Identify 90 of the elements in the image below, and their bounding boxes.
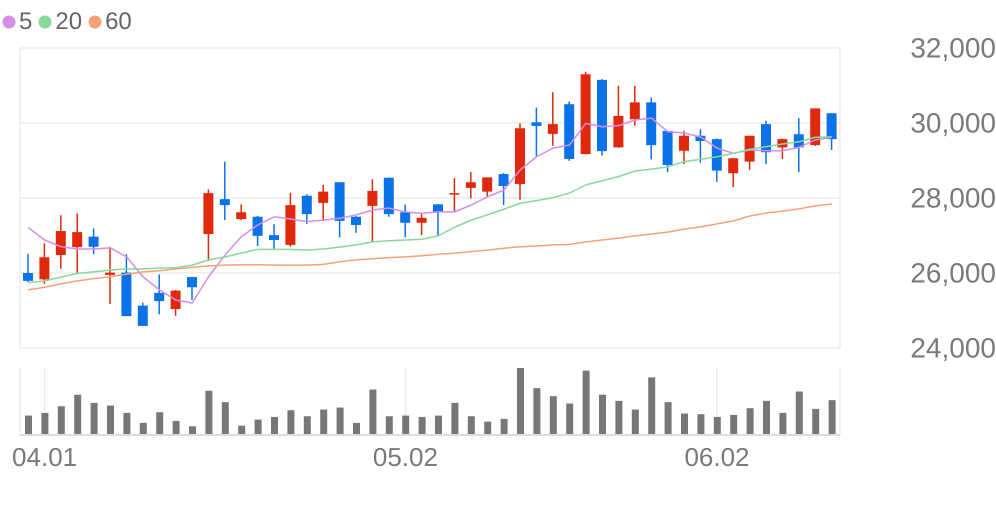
bar — [517, 368, 524, 435]
bar — [533, 388, 540, 435]
bar — [779, 412, 786, 435]
bar — [714, 416, 721, 435]
candlestick — [154, 274, 164, 315]
candlestick — [728, 157, 738, 188]
candlestick — [72, 212, 82, 274]
bar — [304, 416, 311, 435]
candlestick — [302, 194, 312, 225]
candlestick — [105, 246, 115, 305]
legend-label: 20 — [55, 8, 82, 36]
bar — [632, 410, 639, 435]
legend-label: 5 — [19, 8, 32, 36]
bar — [353, 422, 360, 435]
bar — [418, 416, 426, 435]
candlestick — [220, 160, 230, 221]
bar — [254, 420, 262, 435]
candlestick — [318, 184, 328, 221]
candlestick — [367, 178, 378, 244]
legend-label: 60 — [105, 8, 132, 36]
bar — [582, 370, 590, 435]
candlestick — [138, 302, 148, 327]
bar — [746, 408, 754, 435]
candlestick — [498, 172, 509, 206]
bar — [664, 402, 672, 435]
candlestick — [351, 215, 361, 234]
candlestick — [236, 204, 246, 221]
bar — [107, 406, 114, 435]
bar — [287, 410, 294, 435]
bar — [812, 408, 820, 435]
candlestick — [466, 171, 476, 200]
candlestick — [449, 177, 460, 213]
bar — [140, 422, 147, 435]
bar — [730, 414, 738, 435]
candlestick — [170, 289, 181, 316]
bar — [58, 406, 65, 435]
y-tick-label: 30,000 — [910, 108, 996, 138]
x-tick-label: 06.02 — [684, 442, 750, 472]
bar — [238, 426, 246, 435]
bar — [828, 400, 836, 435]
bar — [271, 416, 278, 435]
bar — [74, 394, 82, 435]
bar — [222, 402, 229, 435]
bar — [123, 412, 130, 435]
y-tick-label: 26,000 — [910, 258, 996, 288]
candlestick — [416, 213, 427, 236]
bar — [90, 402, 98, 435]
candlestick — [531, 106, 542, 158]
bar — [550, 396, 557, 435]
candlestick — [630, 85, 640, 126]
bar — [681, 414, 688, 435]
bar — [41, 412, 48, 435]
bar — [435, 416, 442, 435]
bar — [484, 422, 492, 435]
bar — [615, 400, 622, 435]
candlestick — [88, 228, 99, 255]
bar — [648, 377, 656, 435]
y-tick-label: 28,000 — [910, 182, 996, 214]
candlestick — [679, 130, 689, 165]
bar — [386, 416, 393, 435]
x-tick-label: 05.02 — [372, 442, 438, 472]
line-series — [27, 203, 833, 291]
bar — [320, 410, 328, 435]
x-tick-label: 04.01 — [12, 442, 78, 472]
bar — [451, 402, 458, 435]
bar — [402, 416, 410, 435]
bar — [763, 400, 770, 435]
candlestick — [269, 224, 279, 251]
bar — [25, 416, 32, 435]
candlestick — [252, 215, 263, 247]
bar — [205, 390, 212, 435]
bar — [336, 408, 344, 435]
candlestick — [482, 176, 492, 198]
candlestick — [187, 276, 197, 301]
candlestick — [548, 92, 558, 147]
bar — [468, 416, 475, 435]
y-tick-label: 24,000 — [910, 332, 996, 364]
bar — [697, 414, 704, 435]
bar — [500, 418, 508, 435]
bar — [172, 420, 180, 435]
bar — [156, 412, 164, 435]
candlestick — [23, 253, 33, 283]
bar — [369, 389, 376, 435]
candlestick — [400, 204, 410, 238]
bar — [796, 391, 803, 435]
candlestick — [39, 242, 50, 285]
y-tick-label: 32,000 — [910, 32, 996, 64]
candlestick — [56, 214, 66, 270]
bar — [599, 394, 606, 435]
bar — [566, 404, 574, 435]
